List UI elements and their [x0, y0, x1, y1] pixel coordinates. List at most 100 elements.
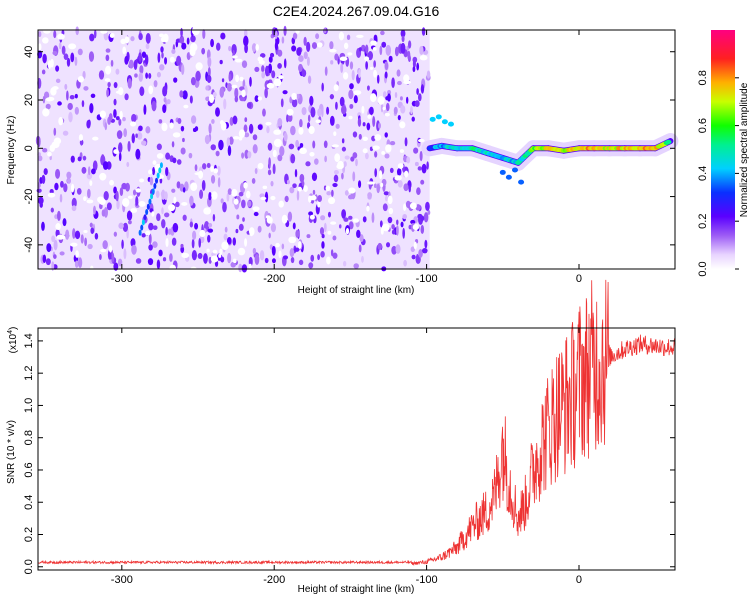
noise-blob: [402, 227, 406, 239]
noise-blob: [90, 93, 96, 98]
noise-gap: [138, 201, 146, 207]
noise-gap: [377, 96, 385, 105]
noise-blob: [396, 225, 399, 236]
noise-blob: [384, 195, 389, 202]
noise-blob: [63, 53, 69, 60]
noise-blob: [299, 118, 303, 128]
noise-gap: [195, 62, 203, 71]
noise-gap: [189, 47, 196, 57]
noise-blob: [194, 222, 199, 230]
noise-blob: [238, 223, 244, 231]
noise-blob: [292, 183, 297, 189]
noise-gap: [231, 84, 238, 89]
noise-blob: [268, 157, 271, 168]
noise-gap: [162, 33, 169, 43]
noise-blob: [402, 213, 408, 220]
noise-blob: [161, 52, 164, 59]
noise-gap: [326, 256, 331, 265]
noise-gap: [297, 186, 303, 192]
noise-gap: [399, 121, 406, 129]
noise-gap: [361, 105, 365, 114]
noise-gap: [330, 221, 337, 225]
noise-gap: [333, 84, 339, 92]
noise-blob: [330, 249, 334, 257]
noise-blob: [373, 183, 377, 189]
noise-blob: [418, 93, 422, 102]
noise-gap: [331, 144, 339, 148]
noise-gap: [278, 200, 284, 208]
noise-blob: [194, 126, 199, 132]
noise-blob: [387, 216, 393, 224]
noise-gap: [108, 245, 113, 253]
noise-blob: [171, 49, 176, 54]
noise-blob: [220, 32, 226, 40]
noise-blob: [400, 29, 406, 38]
noise-blob: [303, 51, 308, 60]
noise-blob: [287, 113, 293, 122]
noise-blob: [277, 49, 283, 57]
noise-blob: [118, 142, 123, 153]
noise-blob: [403, 183, 409, 192]
noise-gap: [257, 96, 262, 101]
noise-blob: [405, 96, 409, 104]
noise-gap: [181, 252, 190, 258]
noise-gap: [273, 78, 282, 87]
noise-blob: [385, 102, 390, 112]
noise-blob: [385, 242, 391, 248]
noise-blob: [321, 106, 324, 118]
noise-blob: [180, 147, 186, 155]
noise-gap: [232, 258, 237, 264]
noise-gap: [243, 182, 248, 189]
noise-blob: [371, 212, 375, 224]
spectrogram-noise: [35, 25, 431, 273]
noise-blob: [241, 264, 248, 273]
noise-blob: [80, 234, 84, 244]
noise-blob: [59, 193, 63, 203]
noise-blob: [234, 95, 239, 103]
noise-blob: [118, 222, 124, 229]
noise-gap: [210, 165, 214, 172]
noise-blob: [289, 248, 295, 258]
noise-gap: [362, 136, 369, 142]
noise-blob: [342, 260, 347, 267]
noise-blob: [194, 164, 198, 172]
noise-gap: [235, 74, 240, 83]
noise-blob: [118, 118, 122, 126]
noise-blob: [108, 113, 113, 121]
noise-blob: [294, 168, 298, 178]
noise-blob: [176, 181, 181, 189]
noise-blob: [315, 33, 320, 40]
noise-gap: [273, 138, 282, 148]
noise-gap: [148, 169, 153, 175]
noise-blob: [420, 84, 425, 94]
spectrogram-signal-track: [421, 114, 679, 185]
noise-gap: [90, 265, 94, 271]
noise-blob: [262, 108, 266, 117]
noise-blob: [208, 222, 213, 228]
noise-gap: [158, 33, 164, 38]
noise-blob: [271, 258, 276, 264]
noise-blob: [207, 234, 211, 243]
noise-blob: [115, 68, 120, 75]
snr-y-scale: (x104): [7, 327, 19, 354]
noise-blob: [243, 35, 249, 47]
noise-blob: [421, 163, 427, 174]
noise-blob: [251, 177, 256, 184]
noise-blob: [419, 150, 423, 162]
noise-gap: [203, 207, 212, 215]
spectrogram-x-tick-label: -100: [416, 273, 438, 285]
noise-blob: [219, 87, 225, 98]
noise-blob: [62, 130, 69, 136]
noise-blob: [264, 191, 269, 203]
noise-gap: [309, 214, 315, 220]
noise-gap: [255, 43, 260, 51]
noise-gap: [120, 38, 126, 45]
noise-blob: [205, 85, 209, 91]
noise-blob: [171, 237, 177, 246]
noise-blob: [216, 165, 221, 176]
noise-blob: [162, 257, 167, 262]
noise-blob: [270, 223, 277, 233]
noise-blob: [332, 182, 338, 188]
noise-streak: [158, 167, 162, 174]
noise-blob: [410, 219, 416, 225]
